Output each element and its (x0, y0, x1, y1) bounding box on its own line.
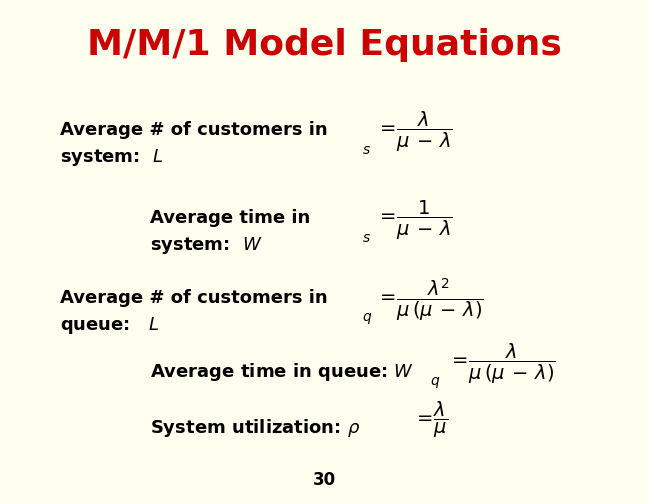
Text: 30: 30 (312, 471, 336, 489)
Text: $=\!\dfrac{1}{\mu\,-\,\lambda}$: $=\!\dfrac{1}{\mu\,-\,\lambda}$ (376, 199, 453, 241)
Text: $q$: $q$ (430, 374, 440, 390)
Text: Average time in queue: $\mathit{W}$: Average time in queue: $\mathit{W}$ (150, 361, 414, 383)
Text: Average time in: Average time in (150, 209, 310, 227)
Text: queue:   $\mathit{L}$: queue: $\mathit{L}$ (60, 316, 160, 337)
Text: $=\!\dfrac{\lambda}{\mu}$: $=\!\dfrac{\lambda}{\mu}$ (413, 400, 448, 440)
Text: $=\!\dfrac{\lambda}{\mu\,(\mu\,-\,\lambda)}$: $=\!\dfrac{\lambda}{\mu\,(\mu\,-\,\lambd… (448, 342, 556, 386)
Text: Average # of customers in: Average # of customers in (60, 289, 328, 307)
Text: System utilization: $\rho$: System utilization: $\rho$ (150, 417, 360, 439)
Text: $=\!\dfrac{\lambda}{\mu\,-\,\lambda}$: $=\!\dfrac{\lambda}{\mu\,-\,\lambda}$ (376, 110, 453, 154)
Text: $q$: $q$ (362, 310, 373, 326)
Text: $s$: $s$ (362, 143, 371, 157)
Text: system:  $\mathit{L}$: system: $\mathit{L}$ (60, 148, 163, 168)
Text: Average # of customers in: Average # of customers in (60, 121, 328, 139)
Text: M/M/1 Model Equations: M/M/1 Model Equations (87, 28, 561, 62)
Text: system:  $\mathit{W}$: system: $\mathit{W}$ (150, 235, 263, 257)
Text: $=\!\dfrac{\lambda^2}{\mu\,(\mu\,-\,\lambda)}$: $=\!\dfrac{\lambda^2}{\mu\,(\mu\,-\,\lam… (376, 277, 484, 324)
Text: $s$: $s$ (362, 231, 371, 245)
